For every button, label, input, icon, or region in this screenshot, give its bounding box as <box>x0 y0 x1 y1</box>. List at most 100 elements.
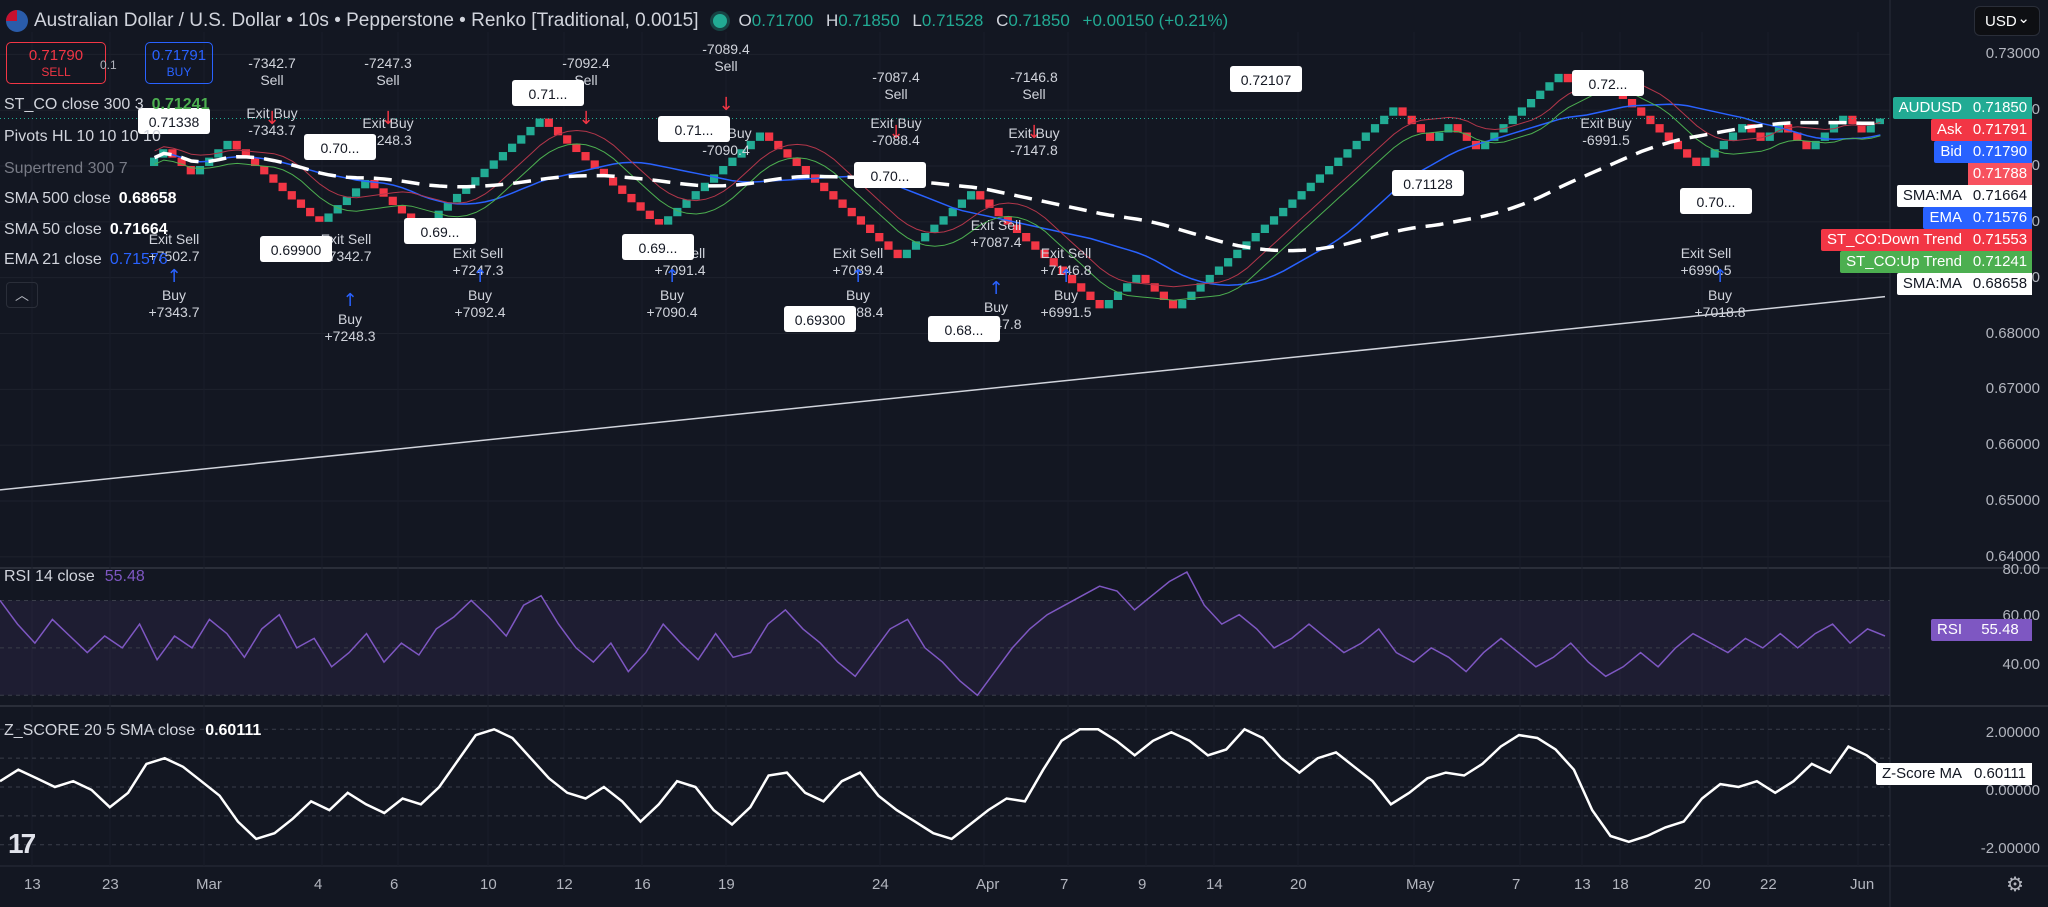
rsi-line <box>0 570 1886 697</box>
renko-down-brick <box>1646 115 1655 125</box>
renko-down-brick <box>315 216 324 222</box>
price-tick: 0.66000 <box>1985 436 2040 454</box>
price-label-value: 0.71553 <box>1968 229 2032 251</box>
renko-up-brick <box>1554 73 1563 83</box>
buy-price: 0.71791 <box>151 47 207 64</box>
renko-down-brick <box>1022 233 1031 242</box>
price-label-name: ST_CO:Up Trend <box>1840 251 1968 273</box>
tradingview-logo[interactable]: 17 <box>8 828 36 859</box>
rsi-title-label: RSI 14 close <box>4 568 95 585</box>
renko-down-brick <box>893 249 902 259</box>
renko-down-brick <box>838 199 847 208</box>
renko-up-brick <box>150 157 159 166</box>
renko-down-brick <box>553 126 563 136</box>
trade-annotation-pnl: -7088.4 <box>872 132 920 148</box>
gear-icon[interactable]: ⚙ <box>2006 874 2024 896</box>
renko-down-brick <box>388 196 397 206</box>
renko-up-brick <box>1123 283 1132 292</box>
sell-arrow-icon: ↓ <box>718 94 733 115</box>
price-label-value: 0.71790 <box>1968 141 2032 163</box>
renko-down-brick <box>241 149 250 158</box>
chevron-up-icon: ︿ <box>15 287 29 303</box>
renko-down-brick <box>856 216 866 225</box>
pivot-label-box <box>512 80 584 106</box>
renko-up-brick <box>921 233 930 242</box>
renko-down-brick <box>1159 291 1168 300</box>
collapse-legend-button[interactable]: ︿ <box>6 282 38 308</box>
symbol-header[interactable]: Australian Dollar / U.S. Dollar • 10s • … <box>0 8 1228 34</box>
buy-button[interactable]: 0.71791 BUY <box>145 42 213 84</box>
renko-down-brick <box>1168 300 1178 309</box>
trade-annotation-pnl: +7343.7 <box>149 304 200 320</box>
renko-down-brick <box>306 207 315 217</box>
price-label-value: 0.71664 <box>1968 185 2032 207</box>
zscore-title-value: 0.60111 <box>205 722 262 739</box>
renko-up-brick <box>1866 124 1875 133</box>
zscore-title-label: Z_SCORE 20 5 SMA close <box>4 722 196 739</box>
renko-down-brick <box>1049 258 1058 267</box>
renko-down-brick <box>636 202 645 211</box>
renko-down-brick <box>1416 124 1426 133</box>
renko-up-brick <box>498 152 508 161</box>
trade-annotation-label: Buy <box>468 287 492 303</box>
sell-button[interactable]: 0.71790 SELL <box>6 42 106 84</box>
symbol-title[interactable]: Australian Dollar / U.S. Dollar • 10s • … <box>34 10 699 31</box>
renko-up-brick <box>1839 115 1848 125</box>
legend-supertrend[interactable]: Supertrend 300 7 <box>4 160 128 178</box>
legend-pivots[interactable]: Pivots HL 10 10 10 10 <box>4 128 161 146</box>
renko-up-brick <box>1738 124 1747 133</box>
time-tick: 19 <box>718 876 735 893</box>
renko-up-brick <box>1701 157 1710 166</box>
renko-up-brick <box>1251 233 1260 242</box>
trade-annotation-label: Exit Sell <box>453 245 504 261</box>
time-tick: 13 <box>24 876 41 893</box>
renko-up-brick <box>333 205 342 214</box>
legend-sma500[interactable]: SMA 500 close 0.68658 <box>4 190 177 208</box>
pivot-label: 0.71... <box>675 122 714 138</box>
trade-annotation-label: -7089.4 <box>702 41 750 57</box>
renko-up-brick <box>324 213 333 222</box>
renko-up-brick <box>517 135 526 144</box>
rsi-title[interactable]: RSI 14 close 55.48 <box>4 568 145 586</box>
renko-up-brick <box>443 202 452 211</box>
renko-down-brick <box>1673 140 1683 150</box>
zscore-title[interactable]: Z_SCORE 20 5 SMA close 0.60111 <box>4 722 261 740</box>
rsi-tick-40: 40.00 <box>2002 656 2040 673</box>
renko-down-brick <box>1150 283 1159 292</box>
pivot-label: 0.69... <box>639 240 678 256</box>
renko-down-brick <box>1683 149 1692 158</box>
renko-up-brick <box>1288 199 1297 208</box>
pivot-label: 0.70... <box>871 168 910 184</box>
buy-arrow-icon: ↑ <box>664 266 679 287</box>
renko-up-brick <box>1875 118 1884 125</box>
renko-down-brick <box>1802 140 1811 150</box>
z-tick-0: 0.00000 <box>1985 782 2040 799</box>
renko-down-brick <box>1012 224 1022 233</box>
renko-down-brick <box>618 185 627 194</box>
renko-up-brick <box>1545 82 1554 91</box>
time-tick: 20 <box>1290 876 1307 893</box>
price-label-name: AUDUSD <box>1892 97 1968 119</box>
legend-sma50[interactable]: SMA 50 close 0.71664 <box>4 221 168 239</box>
trade-annotation-label: Buy <box>1708 287 1732 303</box>
time-tick: 7 <box>1512 876 1521 893</box>
renko-up-brick <box>1269 216 1279 225</box>
legend-stco[interactable]: ST_CO close 300 3 0.71241 <box>4 96 209 114</box>
pivot-label-box <box>138 108 210 134</box>
legend-ema21[interactable]: EMA 21 close 0.71576 <box>4 251 168 269</box>
renko-up-brick <box>1343 149 1352 158</box>
time-tick: 18 <box>1612 876 1629 893</box>
renko-up-brick <box>1765 132 1774 141</box>
pivot-label-box <box>658 116 730 142</box>
ema21-line <box>154 103 1881 286</box>
currency-select[interactable]: USD <box>1974 4 2040 36</box>
time-tick: 12 <box>556 876 573 893</box>
renko-up-brick <box>1132 274 1141 284</box>
renko-down-brick <box>278 182 287 192</box>
trade-annotation-label: Exit Buy <box>362 115 413 131</box>
rsi-band <box>0 599 1890 696</box>
renko-up-brick <box>1820 132 1829 141</box>
trade-annotation-pnl: +7087.4 <box>971 234 1022 250</box>
